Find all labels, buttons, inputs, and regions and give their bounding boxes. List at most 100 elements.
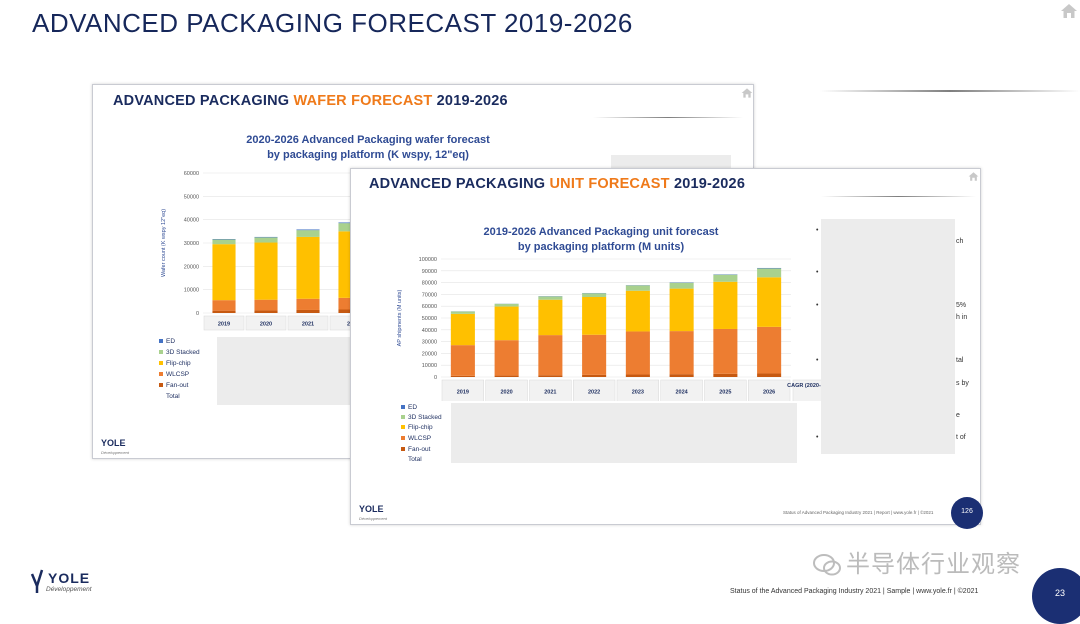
bar-segment-fan-out (254, 310, 277, 313)
bar-segment-flip-chip (626, 291, 650, 332)
x-tick-label: 2020 (260, 322, 272, 328)
home-icon[interactable] (968, 171, 979, 182)
watermark-text: 半导体行业观察 (812, 544, 1021, 579)
legend-row-flip-chip: Flip-chip (401, 423, 433, 433)
bar-segment-wlcsp (582, 335, 606, 375)
y-tick-label: 50000 (422, 316, 437, 322)
x-tick-label: 2024 (676, 390, 689, 396)
bar-segment-fan-out (451, 376, 475, 377)
bar-segment-3d-stacked (670, 283, 694, 289)
notes-text-fragment: ch (956, 238, 963, 245)
notes-text-fragment: t of (956, 434, 966, 441)
unit-slide-page-number: 126 (951, 497, 983, 529)
y-tick-label: 30000 (422, 340, 437, 346)
notes-bullet: • (816, 302, 818, 309)
bar-segment-flip-chip (670, 289, 694, 331)
legend-row-ed: ED (401, 403, 417, 413)
bar-segment-3d-stacked (495, 304, 519, 307)
y-tick-label: 90000 (422, 269, 437, 275)
page-number: 23 (1032, 568, 1080, 624)
decorative-divider (821, 196, 976, 197)
notes-bullet: • (816, 434, 818, 441)
yole-logo-small: YOLE Développement (359, 499, 387, 521)
bar-segment-flip-chip (212, 244, 235, 300)
x-tick-label: 2026 (763, 390, 775, 396)
notes-text-fragment: 5% (956, 302, 966, 309)
bar-segment-3d-stacked (254, 237, 277, 242)
y-tick-label: 100000 (419, 257, 437, 263)
bar-segment-flip-chip (713, 282, 737, 329)
y-tick-label: 40000 (422, 328, 437, 334)
bar-segment-fan-out (582, 375, 606, 377)
bar-segment-wlcsp (212, 300, 235, 311)
legend-row-wlcsp: WLCSP (401, 434, 431, 444)
wafer-legend-table: ED 3D Stacked Flip-chip WLCSP Fan-out To… (159, 337, 219, 403)
bar-segment-wlcsp (670, 331, 694, 374)
bar-segment-3d-stacked (296, 230, 319, 237)
unit-slide-title: ADVANCED PACKAGING UNIT FORECAST 2019-20… (369, 176, 745, 192)
wechat-icon (812, 553, 842, 577)
y-tick-label: 20000 (422, 351, 437, 357)
decorative-divider (820, 90, 1080, 92)
bar-segment-3d-stacked (626, 285, 650, 290)
wafer-table-values-placeholder (217, 337, 357, 405)
legend-row-3d-stacked: 3D Stacked (401, 413, 442, 423)
legend-row-3d-stacked: 3D Stacked (159, 348, 200, 358)
page-title: ADVANCED PACKAGING FORECAST 2019-2026 (32, 8, 633, 39)
bar-segment-flip-chip (296, 237, 319, 299)
unit-forecast-slide[interactable]: ADVANCED PACKAGING UNIT FORECAST 2019-20… (350, 168, 981, 525)
notes-text-fragment: h in (956, 314, 967, 321)
bar-segment-3d-stacked (538, 296, 562, 299)
bar-segment-flip-chip (495, 307, 519, 341)
legend-row-wlcsp: WLCSP (159, 370, 189, 380)
bar-segment-wlcsp (538, 335, 562, 375)
notes-text-fragment: e (956, 412, 960, 419)
home-icon[interactable] (1060, 2, 1078, 20)
bar-segment-3d-stacked (713, 275, 737, 282)
notes-bullet: • (816, 357, 818, 364)
y-tick-label: 10000 (422, 363, 437, 369)
bar-segment-fan-out (757, 373, 781, 377)
bar-segment-wlcsp (713, 329, 737, 374)
x-tick-label: 2025 (719, 390, 731, 396)
yole-logo-small: YOLE Développement (101, 433, 129, 455)
x-tick-label: 2021 (302, 322, 314, 328)
notes-text-fragment: s by (956, 380, 969, 387)
y-tick-label: 80000 (422, 281, 437, 287)
home-icon[interactable] (741, 87, 753, 99)
bar-segment-fan-out (296, 310, 319, 313)
bar-segment-3d-stacked (757, 268, 781, 277)
unit-slide-footer: Status of Advanced Packaging Industry 20… (783, 510, 933, 515)
bar-segment-wlcsp (254, 300, 277, 311)
wafer-slide-title: ADVANCED PACKAGING WAFER FORECAST 2019-2… (113, 93, 508, 109)
page-footer: Status of the Advanced Packaging Industr… (730, 588, 978, 595)
bar-segment-wlcsp (757, 327, 781, 374)
x-tick-label: 2023 (632, 390, 644, 396)
bar-segment-fan-out (212, 311, 235, 313)
y-axis-label: Wafer count (K wspy 12"eq) (161, 209, 167, 277)
legend-row-fan-out: Fan-out (401, 445, 430, 455)
bar-segment-fan-out (670, 374, 694, 377)
notes-bullet: • (816, 227, 818, 234)
x-tick-label: 2021 (544, 390, 556, 396)
y-tick-label: 10000 (184, 288, 199, 294)
x-tick-label: 2020 (501, 390, 513, 396)
bar-segment-wlcsp (495, 340, 519, 375)
y-tick-label: 20000 (184, 264, 199, 270)
notes-text-fragment: tal (956, 357, 963, 364)
bar-segment-3d-stacked (582, 293, 606, 297)
bar-segment-flip-chip (538, 300, 562, 335)
y-tick-label: 0 (196, 311, 199, 317)
bar-segment-fan-out (626, 375, 650, 377)
bar-segment-wlcsp (296, 299, 319, 310)
bar-segment-3d-stacked (212, 240, 235, 245)
bar-segment-ed (296, 229, 319, 230)
bar-segment-fan-out (713, 374, 737, 377)
legend-row-ed: ED (159, 337, 175, 347)
y-axis-label: AP shipments (M units) (397, 289, 403, 346)
bar-segment-wlcsp (451, 345, 475, 376)
y-tick-label: 40000 (184, 218, 199, 224)
legend-row-total: Total (159, 392, 180, 402)
unit-table-values-placeholder (451, 403, 797, 463)
